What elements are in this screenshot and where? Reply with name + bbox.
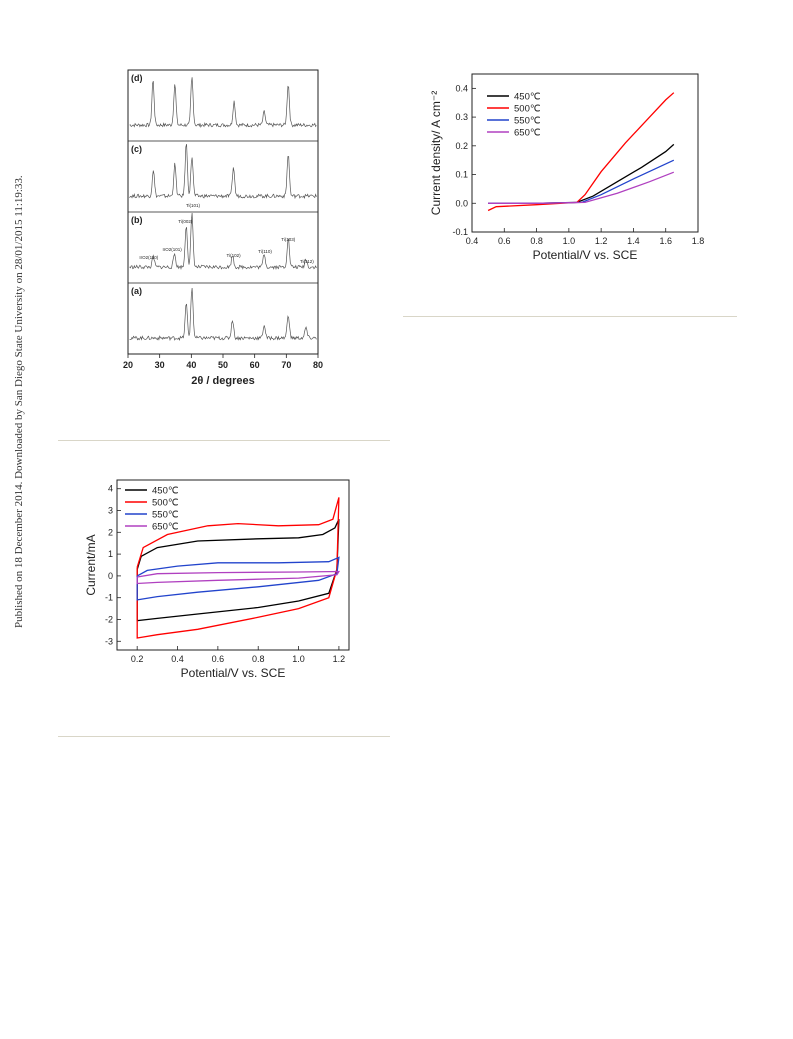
cv-xlabel: Potential/V vs. SCE: [181, 666, 286, 680]
xrd-peak-label: IrO2(101): [163, 247, 183, 252]
xrd-peak-label: IrO2(110): [139, 255, 158, 260]
cv-ytick-label: -3: [105, 636, 113, 646]
lsv-ytick-label: 0.0: [455, 198, 468, 208]
lsv-ytick-label: 0.2: [455, 141, 468, 151]
cv-frame: [116, 479, 350, 651]
xrd-series-1: [129, 144, 317, 200]
cv-ylabel: Current/mA: [85, 534, 98, 595]
lsv-series-3: [488, 171, 675, 204]
cv-ytick-label: -1: [105, 593, 113, 603]
xrd-peak-label: Ti(110): [258, 249, 272, 254]
cv-legend-label: 650℃: [152, 522, 179, 533]
lsv-xlabel: Potential/V vs. SCE: [533, 248, 638, 262]
lsv-ytick-label: -0.1: [452, 227, 468, 237]
lsv-series-2: [488, 159, 675, 204]
cv-xtick-label: 1.0: [292, 654, 305, 664]
xrd-panel-label: (a): [131, 286, 142, 296]
divider-1: [58, 440, 390, 441]
xrd-series-2: [129, 212, 317, 271]
xrd-peak-label: Ti(002): [178, 219, 193, 224]
xrd-xtick-label: 40: [186, 360, 196, 370]
cv-series-3: [136, 570, 341, 585]
cv-ytick-label: -2: [105, 614, 113, 624]
xrd-series-3: [129, 287, 317, 342]
xrd-xtick-label: 70: [281, 360, 291, 370]
lsv-chart: 0.4 0.6 0.8 1.0 1.2 1.4 1.6 1.8 -0.1 0.0 0.1 0.2 0.3…: [430, 73, 705, 262]
lsv-xtick-label: 0.6: [498, 236, 511, 246]
lsv-legend-label: 550℃: [514, 116, 541, 127]
lsv-xtick-label: 0.4: [466, 236, 479, 246]
lsv-ytick-label: 0.1: [455, 170, 468, 180]
divider-3: [58, 736, 390, 737]
cv-series-1: [136, 497, 340, 639]
xrd-xtick-label: 50: [218, 360, 228, 370]
cv-legend-label: 550℃: [152, 510, 179, 521]
xrd-peak-label: Ti(103): [281, 237, 296, 242]
lsv-xtick-label: 1.0: [563, 236, 576, 246]
lsv-ytick-label: 0.3: [455, 112, 468, 122]
lsv-ytick-label: 0.4: [455, 83, 468, 93]
lsv-frame: [471, 73, 699, 233]
lsv-xtick-label: 1.4: [627, 236, 640, 246]
lsv-series-0: [488, 143, 675, 204]
cv-ytick-label: 3: [108, 506, 113, 516]
cv-xtick-label: 0.2: [131, 654, 144, 664]
cv-xtick-label: 0.4: [171, 654, 184, 664]
xrd-panel-label: (c): [131, 144, 142, 154]
cv-ytick-label: 0: [108, 571, 113, 581]
lsv-xtick-label: 0.8: [530, 236, 543, 246]
xrd-peak-label: Ti(112): [300, 259, 314, 264]
lsv-legend-label: 500℃: [514, 104, 541, 115]
divider-2: [403, 316, 737, 317]
xrd-panel-label: (b): [131, 215, 143, 225]
cv-series-2: [136, 556, 340, 601]
xrd-xtick-label: 20: [123, 360, 133, 370]
xrd-peak-label: Ti(102): [227, 253, 242, 258]
lsv-xtick-label: 1.8: [692, 236, 705, 246]
lsv-xtick-label: 1.2: [595, 236, 608, 246]
xrd-panel-label: (d): [131, 73, 143, 83]
cv-chart: 0.2 0.4 0.6 0.8 1.0 1.2 -3 -2 -1 0 1 2 3 4 Potential/V…: [85, 479, 350, 680]
lsv-legend-label: 650℃: [514, 128, 541, 139]
lsv-series-1: [487, 92, 675, 212]
cv-xtick-label: 1.2: [333, 654, 346, 664]
xrd-xtick-label: 60: [250, 360, 260, 370]
xrd-chart: (d) (c) (b) Ti(101) Ti(002) IrO2(101) IrO2(110…: [123, 69, 323, 387]
cv-ytick-label: 1: [108, 549, 113, 559]
lsv-ylabel: Current density/ A cm⁻²: [430, 91, 443, 215]
lsv-legend-label: 450℃: [514, 92, 541, 103]
side-note: Published on 18 December 2014. Downloade…: [13, 175, 25, 628]
cv-xtick-label: 0.8: [252, 654, 265, 664]
xrd-xtick-label: 80: [313, 360, 323, 370]
cv-ytick-label: 2: [108, 527, 113, 537]
cv-xtick-label: 0.6: [212, 654, 225, 664]
xrd-xlabel: 2θ / degrees: [191, 375, 254, 387]
cv-legend-label: 450℃: [152, 486, 179, 497]
lsv-xtick-label: 1.6: [659, 236, 672, 246]
cv-ytick-label: 4: [108, 484, 113, 494]
cv-legend-label: 500℃: [152, 498, 179, 509]
xrd-xtick-label: 30: [155, 360, 165, 370]
xrd-series-0: [129, 77, 317, 128]
xrd-peak-label: Ti(101): [186, 203, 201, 208]
